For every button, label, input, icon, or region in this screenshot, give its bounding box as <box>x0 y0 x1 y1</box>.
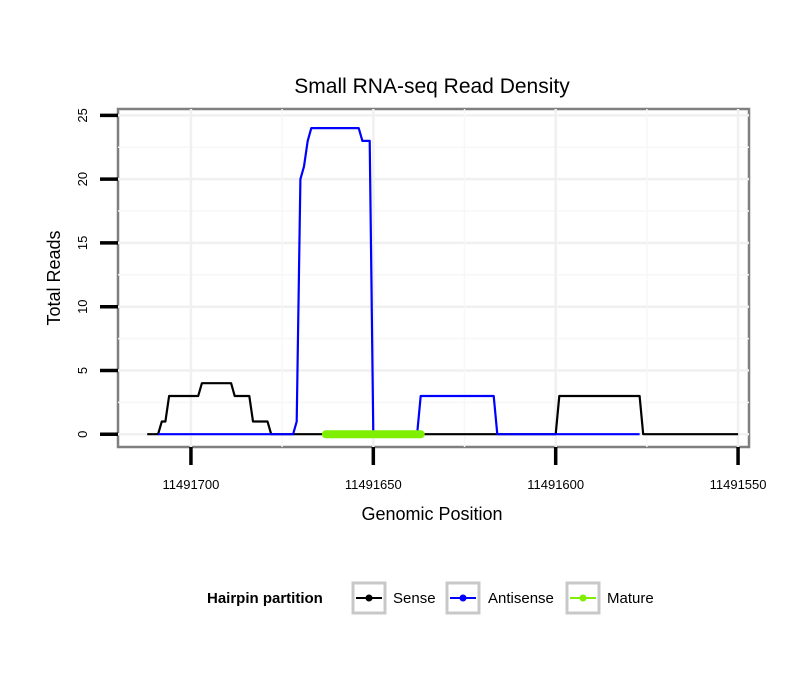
series-line-antisense <box>158 127 640 436</box>
series-line-sense <box>147 382 739 436</box>
x-tick-label: 11491650 <box>345 477 402 492</box>
legend-label: Antisense <box>488 590 554 607</box>
x-tick-label: 11491600 <box>527 477 584 492</box>
y-axis-label: Total Reads <box>44 230 64 325</box>
series-layer <box>147 127 739 439</box>
legend-label: Mature <box>607 590 654 607</box>
legend-label: Sense <box>393 590 436 607</box>
mature-endpoint <box>416 430 425 439</box>
legend-item-sense: Sense <box>351 581 436 615</box>
mature-endpoint <box>321 430 330 439</box>
x-tick-label: 11491700 <box>163 477 220 492</box>
plot-panel <box>116 107 751 449</box>
y-tick-label: 15 <box>75 236 90 250</box>
x-axis: 11491700 11491650 11491600 11491550 <box>163 447 767 492</box>
x-tick-label: 11491550 <box>710 477 767 492</box>
legend-key-dot <box>459 594 467 602</box>
y-tick-label: 10 <box>75 299 90 313</box>
y-tick-label: 25 <box>75 108 90 122</box>
legend-item-antisense: Antisense <box>445 581 554 615</box>
y-tick-label: 20 <box>75 172 90 186</box>
y-tick-label: 5 <box>75 367 90 374</box>
legend-key-dot <box>365 594 373 602</box>
y-axis: 0 5 10 15 20 25 <box>75 108 118 438</box>
y-tick-label: 0 <box>75 431 90 438</box>
legend-key-dot <box>579 594 587 602</box>
legend: Hairpin partition Sense Antisense Mature <box>207 581 654 615</box>
chart-title: Small RNA-seq Read Density <box>294 75 570 98</box>
legend-item-mature: Mature <box>565 581 654 615</box>
legend-title: Hairpin partition <box>207 590 323 607</box>
x-axis-label: Genomic Position <box>361 504 502 524</box>
